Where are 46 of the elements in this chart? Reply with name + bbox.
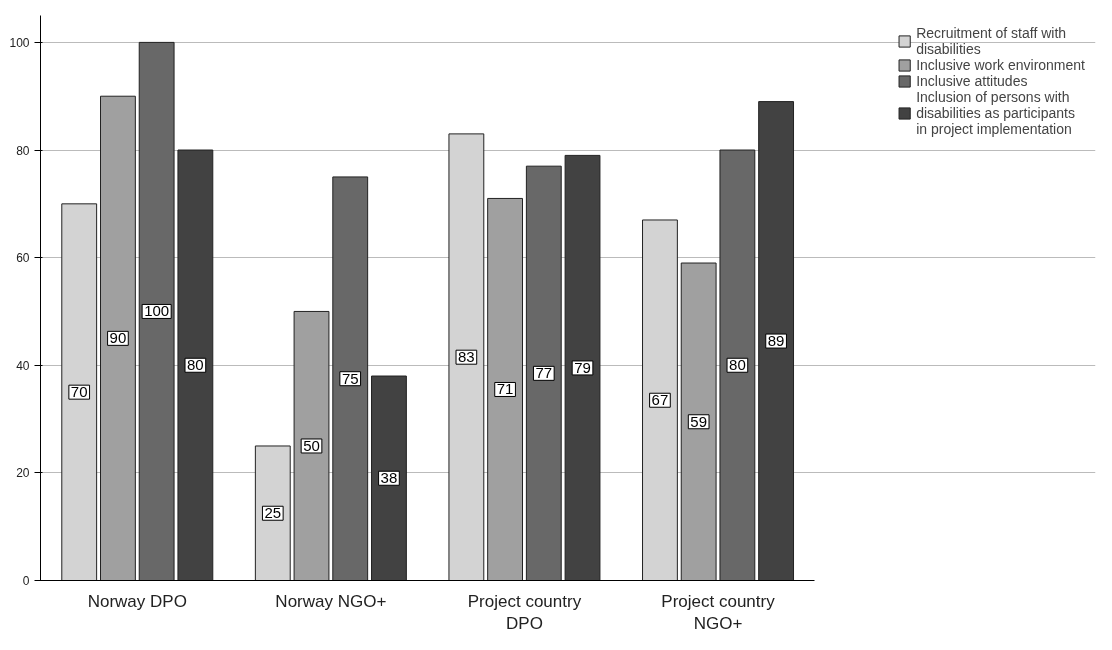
bar bbox=[138, 41, 175, 581]
y-tick-label: 60 bbox=[16, 251, 30, 266]
bar bbox=[332, 176, 369, 581]
bar bbox=[448, 133, 485, 581]
x-tick-label: Norway NGO+ bbox=[275, 591, 387, 611]
data-label: 25 bbox=[264, 504, 282, 522]
x-tick-label: Norway DPO bbox=[87, 591, 187, 611]
data-label: 71 bbox=[496, 380, 514, 398]
data-label: 75 bbox=[341, 369, 359, 387]
x-tick-label: Project country DPO bbox=[467, 591, 582, 634]
data-label: 67 bbox=[651, 391, 669, 409]
x-tick-label: Project country NGO+ bbox=[661, 591, 776, 634]
legend-label: Inclusive attitudes bbox=[916, 73, 1028, 89]
bar bbox=[487, 197, 524, 581]
data-label: 70 bbox=[70, 383, 88, 401]
bar bbox=[61, 203, 98, 581]
data-label: 100 bbox=[144, 302, 170, 320]
data-label: 77 bbox=[535, 364, 553, 382]
bar bbox=[564, 154, 601, 581]
bar bbox=[293, 310, 330, 581]
data-label: 89 bbox=[767, 332, 785, 350]
y-tick-label: 40 bbox=[16, 358, 30, 373]
data-label: 79 bbox=[574, 358, 591, 376]
bar bbox=[254, 445, 291, 581]
bar bbox=[758, 101, 795, 581]
y-tick-label: 80 bbox=[16, 143, 30, 158]
data-label: 80 bbox=[187, 356, 204, 374]
data-label: 50 bbox=[303, 436, 320, 454]
legend-label: Inclusive work environment bbox=[916, 57, 1085, 73]
bar bbox=[177, 149, 214, 581]
y-tick-label: 100 bbox=[9, 35, 30, 50]
legend-label: Inclusion of persons with disabilities as participants in project implementation bbox=[916, 89, 1075, 137]
bar bbox=[100, 95, 136, 581]
data-label: 90 bbox=[109, 329, 127, 347]
bar bbox=[680, 262, 717, 581]
data-label: 80 bbox=[729, 356, 746, 374]
y-tick-label: 20 bbox=[16, 466, 30, 481]
bar bbox=[642, 219, 678, 581]
y-tick-label: 0 bbox=[22, 574, 30, 588]
bar bbox=[719, 149, 756, 581]
data-label: 38 bbox=[380, 469, 398, 487]
bar bbox=[371, 375, 407, 581]
legend-label: Recruitment of staff with disabilities bbox=[916, 25, 1067, 57]
bar bbox=[525, 165, 562, 581]
data-label: 59 bbox=[690, 412, 708, 430]
data-label: 83 bbox=[458, 348, 475, 366]
